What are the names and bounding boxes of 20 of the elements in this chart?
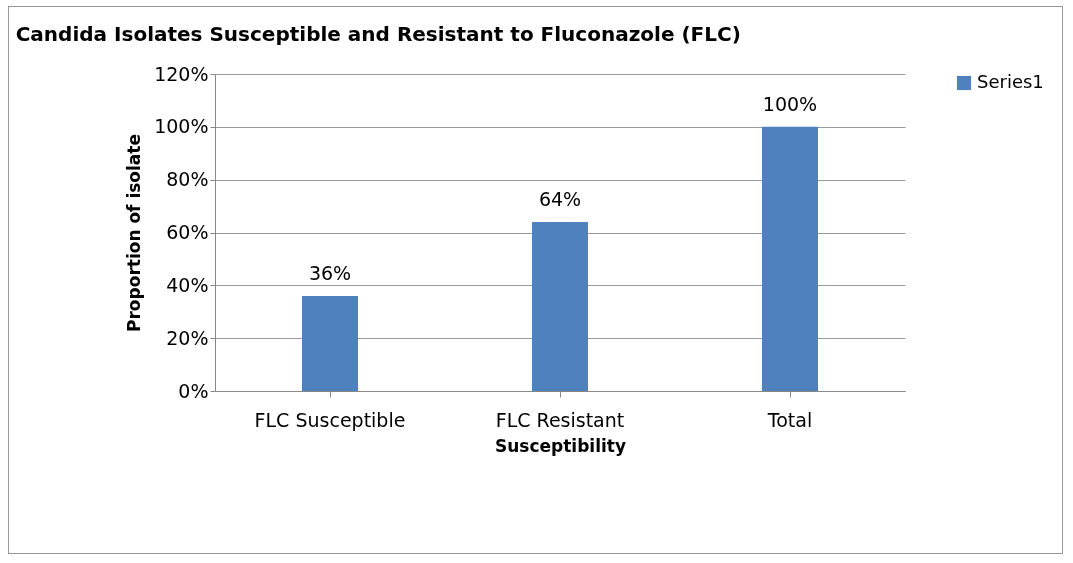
y-tick-label: 100% (154, 115, 209, 138)
y-axis-title: Proportion of isolate (124, 134, 145, 332)
bar (762, 126, 818, 391)
data-label: 36% (308, 261, 352, 284)
y-tick-label: 20% (166, 326, 209, 349)
bar (302, 295, 358, 391)
x-axis-title: Susceptibility (494, 435, 627, 456)
x-tick-label: Total (766, 408, 813, 431)
y-tick-label: 80% (166, 168, 209, 191)
x-tick-label: FLC Susceptible (254, 408, 406, 431)
legend-label: Series1 (977, 71, 1044, 92)
y-tick-label: 40% (166, 273, 209, 296)
y-tick-label: 60% (166, 221, 209, 243)
y-tick-label: 0% (178, 379, 209, 402)
x-tick-label: FLC Resistant (495, 408, 625, 431)
y-tick-label: 120% (154, 62, 209, 85)
data-label: 100% (762, 92, 818, 115)
data-label: 64% (538, 187, 582, 210)
chart-title: Candida Isolates Susceptible and Resistant to Fluconazole (FLC) (15, 22, 741, 46)
bar (532, 221, 588, 391)
